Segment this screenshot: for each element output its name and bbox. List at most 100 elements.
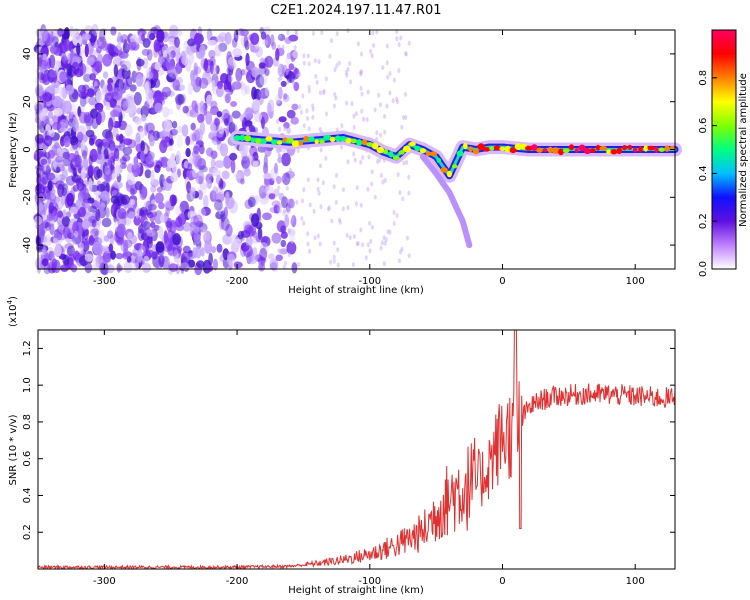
noise-cell bbox=[141, 48, 150, 56]
noise-cell bbox=[137, 249, 143, 263]
noise-cell bbox=[163, 118, 171, 130]
noise-cell bbox=[214, 118, 221, 127]
noise-cell bbox=[72, 142, 78, 150]
noise-cell bbox=[150, 170, 155, 183]
noise-cell bbox=[373, 107, 377, 113]
noise-cell bbox=[41, 258, 49, 267]
y-tick-label: -40 bbox=[22, 237, 33, 253]
signal-blob bbox=[276, 140, 283, 145]
spectrogram-cells bbox=[33, 23, 411, 276]
noise-cell bbox=[407, 190, 411, 196]
noise-cell bbox=[139, 127, 146, 139]
signal-blob bbox=[319, 139, 325, 144]
noise-cell bbox=[106, 83, 113, 92]
noise-cell bbox=[193, 66, 202, 75]
noise-cell bbox=[251, 66, 259, 78]
noise-cell bbox=[345, 72, 349, 78]
signal-blob bbox=[255, 138, 262, 144]
noise-cell bbox=[373, 194, 377, 200]
noise-cell bbox=[311, 114, 315, 120]
noise-cell bbox=[240, 86, 248, 96]
noise-cell bbox=[145, 155, 155, 165]
noise-cell bbox=[103, 142, 110, 150]
noise-cell bbox=[135, 132, 141, 144]
noise-cell bbox=[131, 70, 137, 84]
signal-blob bbox=[308, 136, 315, 141]
noise-cell bbox=[156, 29, 165, 43]
noise-cell bbox=[312, 30, 315, 36]
noise-cell bbox=[199, 44, 206, 58]
noise-cell bbox=[187, 163, 193, 171]
noise-cell bbox=[190, 78, 197, 88]
noise-cell bbox=[126, 256, 132, 263]
noise-cell bbox=[122, 146, 133, 156]
noise-cell bbox=[67, 245, 75, 257]
noise-cell bbox=[386, 74, 390, 80]
noise-cell bbox=[212, 186, 219, 200]
signal-blob bbox=[398, 150, 405, 155]
noise-cell bbox=[216, 243, 223, 253]
noise-cell bbox=[359, 85, 363, 91]
noise-cell bbox=[113, 181, 123, 189]
noise-cell bbox=[279, 75, 283, 81]
noise-cell bbox=[210, 158, 216, 169]
noise-cell bbox=[340, 123, 344, 129]
noise-cell bbox=[120, 194, 130, 205]
noise-cell bbox=[283, 126, 287, 132]
x-tick-label: -100 bbox=[358, 576, 381, 587]
noise-cell bbox=[133, 156, 139, 166]
noise-cell bbox=[107, 230, 114, 239]
noise-cell bbox=[108, 243, 114, 253]
noise-cell bbox=[150, 199, 157, 213]
noise-cell bbox=[311, 103, 315, 109]
noise-cell bbox=[52, 29, 58, 41]
noise-cell bbox=[97, 36, 107, 49]
noise-cell bbox=[234, 172, 242, 179]
noise-cell bbox=[359, 69, 363, 75]
noise-cell bbox=[224, 93, 231, 104]
signal-blob bbox=[568, 144, 575, 151]
signal-blob bbox=[298, 140, 303, 146]
x-tick-label: -300 bbox=[93, 576, 116, 587]
noise-cell bbox=[261, 116, 265, 129]
noise-cell bbox=[227, 253, 235, 267]
noise-cell bbox=[280, 80, 287, 87]
noise-cell bbox=[366, 186, 370, 192]
noise-cell bbox=[398, 190, 402, 196]
noise-cell bbox=[164, 200, 172, 208]
signal-blob bbox=[356, 139, 363, 147]
noise-cell bbox=[46, 191, 54, 200]
noise-cell bbox=[194, 155, 202, 170]
noise-cell bbox=[337, 60, 341, 66]
snr-y-label: SNR (10 * v/v) bbox=[8, 414, 19, 485]
signal-blob bbox=[271, 139, 278, 145]
noise-cell bbox=[332, 240, 336, 246]
noise-cell bbox=[380, 240, 384, 246]
colorbar-label: Normalized spectral amplitude bbox=[738, 73, 749, 227]
noise-cell bbox=[146, 49, 153, 61]
noise-cell bbox=[324, 76, 328, 82]
y-tick-label: -20 bbox=[22, 189, 33, 205]
noise-cell bbox=[216, 85, 224, 98]
noise-cell bbox=[307, 88, 311, 94]
noise-cell bbox=[298, 104, 302, 110]
noise-cell bbox=[91, 117, 99, 130]
noise-cell bbox=[118, 77, 124, 92]
noise-cell bbox=[60, 264, 69, 273]
noise-cell bbox=[345, 100, 349, 106]
signal-blob bbox=[583, 147, 592, 155]
noise-cell bbox=[262, 39, 269, 46]
noise-cell bbox=[176, 134, 183, 149]
signal-blob bbox=[250, 138, 256, 143]
noise-cell bbox=[293, 45, 297, 51]
noise-cell bbox=[364, 255, 368, 261]
noise-cell bbox=[257, 145, 266, 153]
signal-blob bbox=[499, 146, 506, 151]
noise-cell bbox=[218, 125, 225, 135]
noise-cell bbox=[57, 210, 64, 218]
signal-blob bbox=[633, 147, 638, 153]
noise-cell bbox=[195, 246, 202, 259]
noise-cell bbox=[352, 234, 356, 240]
noise-cell bbox=[260, 258, 266, 267]
noise-cell bbox=[359, 227, 363, 233]
